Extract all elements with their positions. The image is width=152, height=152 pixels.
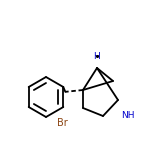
Text: Br: Br: [57, 118, 67, 128]
Text: H: H: [94, 52, 100, 61]
Text: NH: NH: [121, 112, 135, 121]
